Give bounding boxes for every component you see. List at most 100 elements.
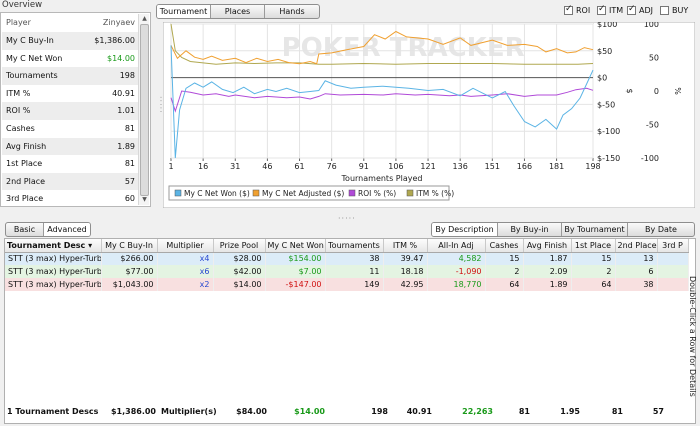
col-all-in-adj[interactable]: All-In Adj <box>427 239 486 253</box>
legend-swatch <box>252 189 260 197</box>
table-footer-cell: $84.00 <box>236 407 267 416</box>
overview-scrollbar[interactable]: ▲ ▼ <box>138 14 149 205</box>
checkbox-roi[interactable]: ROI <box>564 4 591 16</box>
col-net-won[interactable]: My C Net Won <box>265 239 326 253</box>
x-tick-label: 76 <box>327 162 337 171</box>
checkbox-roi-label: ROI <box>576 6 591 15</box>
tab-by-date[interactable]: By Date <box>645 225 677 234</box>
x-tick-label: 61 <box>294 162 304 171</box>
overview-row-value: 60 <box>124 194 135 204</box>
col-itm[interactable]: ITM % <box>383 239 428 253</box>
table-footer-cell: 22,263 <box>462 407 493 416</box>
y-left-unit-label: $ <box>625 88 634 93</box>
x-tick-label: 136 <box>453 162 468 171</box>
col-prize-pool[interactable]: Prize Pool <box>213 239 266 253</box>
y-left-tick-label: $-150 <box>597 154 620 163</box>
table-cell: -1,090 <box>427 265 486 278</box>
scroll-down-icon[interactable]: ▼ <box>142 196 147 203</box>
col-multiplier[interactable]: Multiplier <box>157 239 214 253</box>
table-cell: 149 <box>325 278 384 291</box>
table-cell: -$147.00 <box>265 278 326 291</box>
checkbox-adj-label: ADJ <box>639 6 653 15</box>
table-cell: $7.00 <box>265 265 326 278</box>
overview-row: 3rd Place 60 <box>2 190 138 208</box>
y-right-tick-label: 50 <box>649 54 659 63</box>
table-row[interactable]: STT (3 max) Hyper-Turbo $77.00 x6 $42.00 $7.… <box>5 265 689 278</box>
checkbox-buy-box[interactable] <box>660 6 669 15</box>
checkbox-adj[interactable]: ADJ <box>627 4 653 16</box>
x-axis-label: Tournaments Played <box>341 174 423 183</box>
horizontal-splitter-grip[interactable]: ····· <box>338 214 356 223</box>
y-right-tick-label: -100 <box>641 154 659 163</box>
table-row[interactable]: STT (3 max) Hyper-Turbo $266.00 x4 $28.00 $1… <box>5 252 689 265</box>
table-footer-cell: $1,386.00 <box>110 407 156 416</box>
checkbox-roi-box[interactable] <box>564 4 573 15</box>
checkbox-itm-box[interactable] <box>597 4 606 15</box>
checkbox-itm[interactable]: ITM <box>597 4 623 16</box>
top-tab-group: Tournament Places Hands <box>156 4 320 19</box>
col-3rd-place[interactable]: 3rd P <box>657 239 689 253</box>
overview-header-value: Zinyaev <box>102 18 135 27</box>
overview-row-key: Cashes <box>6 124 35 133</box>
table-cell: 18,770 <box>427 278 486 291</box>
tab-advanced[interactable]: Advanced <box>44 223 90 236</box>
table-cell: 4,582 <box>427 252 486 265</box>
overview-row: ROI % 1.01 <box>2 102 138 120</box>
table-cell: 42.95 <box>383 278 428 291</box>
table-row[interactable]: STT (3 max) Hyper-Turbo $1,043.00 x2 $14.00… <box>5 278 689 291</box>
tab-hands[interactable]: Hands <box>279 7 305 16</box>
x-tick-label: 121 <box>420 162 435 171</box>
overview-box: Player Zinyaev My C Buy-In $1,386.00 My C … <box>0 12 151 207</box>
col-tournament-desc[interactable]: Tournament Desc ▾ <box>5 239 102 253</box>
table-cell: 38 <box>615 278 658 291</box>
tab-by-buy-in[interactable]: By Buy-in <box>498 223 562 236</box>
overview-row-value: 1.01 <box>117 106 135 116</box>
legend-label: ROI % (%) <box>358 189 396 198</box>
table-cell <box>657 252 689 265</box>
col-tournaments[interactable]: Tournaments <box>325 239 384 253</box>
tab-places[interactable]: Places <box>211 5 265 18</box>
overview-row-key: 1st Place <box>6 159 43 169</box>
legend-label: My C Net Adjusted ($) <box>262 189 344 198</box>
view-tab-group: Basic Advanced <box>5 222 91 237</box>
overview-row-value: 81 <box>124 124 135 133</box>
table-cell: $42.00 <box>213 265 266 278</box>
legend-box <box>168 185 450 201</box>
legend-label: ITM % (%) <box>416 189 454 198</box>
table-cell: 11 <box>325 265 384 278</box>
tab-basic[interactable]: Basic <box>6 223 44 236</box>
results-table: Tournament Desc ▾ My C Buy-In Multiplier… <box>5 239 689 291</box>
col-2nd-place[interactable]: 2nd Place <box>615 239 658 253</box>
table-cell: 2 <box>485 265 524 278</box>
x-tick-label: 198 <box>585 162 600 171</box>
x-tick-label: 31 <box>230 162 240 171</box>
series-line-2 <box>170 87 594 113</box>
legend-swatch <box>348 189 356 197</box>
table-cell: x2 <box>157 278 214 291</box>
checkbox-buy[interactable]: BUY <box>660 5 688 16</box>
table-footer-cell: 1.95 <box>560 407 580 416</box>
table-cell <box>657 278 689 291</box>
table-cell: 38 <box>325 252 384 265</box>
col-cashes[interactable]: Cashes <box>485 239 524 253</box>
col-buy-in[interactable]: My C Buy-In <box>101 239 158 253</box>
x-tick-label: 91 <box>359 162 369 171</box>
table-cell: 1.87 <box>523 252 572 265</box>
checkbox-adj-box[interactable] <box>627 4 636 15</box>
x-tick-label: 181 <box>549 162 564 171</box>
scroll-thumb[interactable] <box>140 24 149 196</box>
table-cell: $266.00 <box>101 252 158 265</box>
tab-by-tournament[interactable]: By Tournament <box>562 223 628 236</box>
legend-label: My C Net Won ($) <box>184 189 250 198</box>
tab-tournament[interactable]: Tournament <box>157 5 211 18</box>
y-right-unit-label: % <box>673 87 682 95</box>
y-left-tick-label: $0 <box>597 74 607 83</box>
double-click-hint: Double-Click a Row for Details <box>688 275 697 397</box>
tab-by-description[interactable]: By Description <box>432 223 498 236</box>
col-avg-finish[interactable]: Avg Finish <box>523 239 572 253</box>
overview-panel: Overview Player Zinyaev My C Buy-In $1,38… <box>0 0 151 207</box>
vertical-splitter-grip[interactable]: ····· <box>156 96 165 114</box>
overview-row-value: $1,386.00 <box>94 36 135 45</box>
col-1st-place[interactable]: 1st Place <box>571 239 616 253</box>
scroll-up-icon[interactable]: ▲ <box>142 15 147 22</box>
